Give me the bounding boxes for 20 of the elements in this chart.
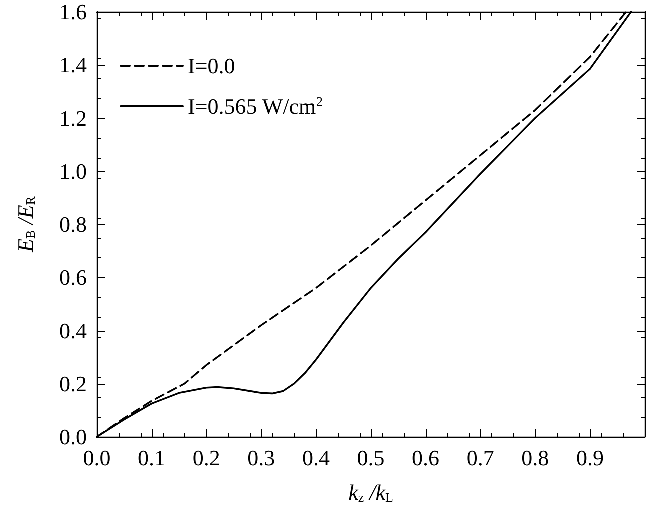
x-tick-label: 0.8 — [522, 446, 550, 470]
y-axis-title: EB /ER — [13, 196, 38, 254]
y-tick-label: 0.8 — [60, 212, 87, 237]
x-tick-label: 0.1 — [138, 446, 166, 470]
x-tick-label: 0.7 — [466, 446, 494, 470]
y-tick-label: 0.6 — [60, 265, 87, 290]
y-tick-label: 1.0 — [60, 158, 87, 184]
x-tick-label: 0.6 — [412, 446, 440, 470]
y-tick-label: 0.4 — [60, 318, 87, 344]
y-tick-label: 0.2 — [60, 371, 87, 396]
y-tick-label: 1.6 — [60, 0, 87, 24]
x-tick-label: 0.9 — [576, 446, 604, 470]
x-tick-label: 0.5 — [357, 446, 385, 470]
legend-label: I=0.0 — [188, 54, 236, 78]
y-tick-label: 1.2 — [60, 106, 87, 131]
x-axis-title: kz /kL — [348, 480, 394, 505]
x-tick-label: 0.3 — [248, 446, 276, 470]
x-tick-label: 0.4 — [302, 446, 330, 470]
x-tick-label: 0.2 — [192, 446, 220, 470]
y-tick-label: 1.4 — [60, 52, 87, 78]
